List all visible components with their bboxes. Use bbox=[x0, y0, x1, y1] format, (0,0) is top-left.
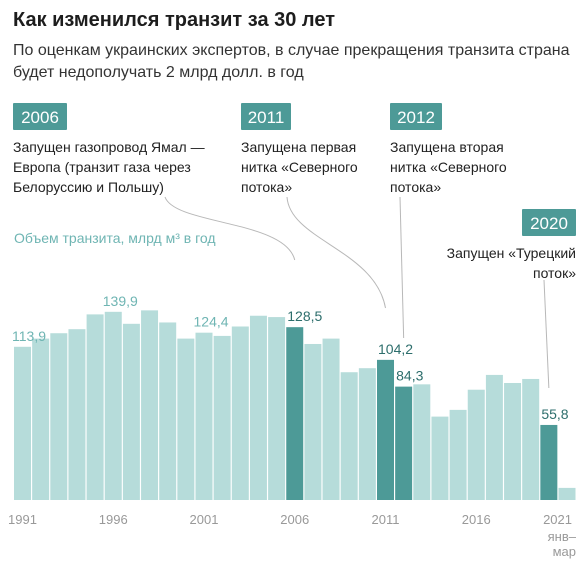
annotation-text-2006: Белоруссию и Польшу) bbox=[13, 179, 164, 195]
value-label-2001: 124,4 bbox=[194, 314, 229, 330]
svg-text:2020: 2020 bbox=[530, 214, 568, 233]
year-badge-2012: 2012 bbox=[390, 103, 442, 130]
svg-text:2006: 2006 bbox=[21, 108, 59, 127]
tick-label-2021: 2021 bbox=[543, 512, 572, 527]
annotation-text-2006: Европа (транзит газа через bbox=[13, 159, 191, 175]
value-label-2006: 128,5 bbox=[287, 308, 322, 324]
bar-2020 bbox=[540, 424, 558, 500]
bar-2015 bbox=[449, 409, 467, 500]
bar-2019 bbox=[522, 378, 540, 500]
bar-1996 bbox=[104, 311, 122, 500]
bar-2004 bbox=[249, 315, 267, 500]
value-label-2020: 55,8 bbox=[541, 406, 568, 422]
tick-label-2016: 2016 bbox=[462, 512, 491, 527]
bar-2008 bbox=[322, 338, 340, 500]
tick-sublabel: мар bbox=[553, 544, 576, 559]
year-badge-2020: 2020 bbox=[522, 209, 576, 236]
annotation-text-2020: Запущен «Турецкий bbox=[447, 245, 576, 261]
leader-line-2011 bbox=[286, 196, 386, 309]
annotation-text-2012: потока» bbox=[390, 179, 441, 195]
bar-1995 bbox=[86, 314, 104, 500]
bar-2012 bbox=[395, 386, 413, 500]
annotation-text-2012: Запущена вторая bbox=[390, 139, 504, 155]
bar-2005 bbox=[268, 317, 286, 500]
svg-text:2012: 2012 bbox=[397, 108, 435, 127]
annotation-text-2011: нитка «Северного bbox=[241, 159, 358, 175]
bar-2021 bbox=[558, 487, 576, 500]
bar-2003 bbox=[231, 326, 249, 500]
tick-label-1996: 1996 bbox=[99, 512, 128, 527]
annotation-text-2012: нитка «Северного bbox=[390, 159, 507, 175]
bar-1997 bbox=[122, 323, 140, 500]
bar-2006 bbox=[286, 327, 304, 500]
year-badge-2006: 2006 bbox=[13, 103, 67, 130]
bar-2013 bbox=[413, 384, 431, 500]
bar-1998 bbox=[141, 310, 159, 501]
tick-label-2011: 2011 bbox=[372, 512, 400, 527]
bar-1991 bbox=[14, 346, 31, 500]
annotation-text-2011: Запущена первая bbox=[241, 139, 356, 155]
bar-2017 bbox=[485, 374, 503, 500]
svg-text:2011: 2011 bbox=[248, 108, 285, 127]
leader-line-2006 bbox=[164, 196, 296, 261]
leader-line-2020 bbox=[543, 279, 550, 389]
value-label-2012: 84,3 bbox=[396, 368, 423, 384]
bar-2018 bbox=[504, 382, 522, 501]
bar-2010 bbox=[358, 368, 376, 500]
tick-label-1991: 1991 bbox=[8, 512, 37, 527]
bar-1994 bbox=[68, 329, 86, 500]
bar-1999 bbox=[159, 322, 177, 500]
y-axis-label: Объем транзита, млрд м³ в год bbox=[14, 230, 216, 246]
value-label-1991: 113,9 bbox=[12, 328, 46, 344]
bar-2002 bbox=[213, 335, 231, 500]
value-label-1996: 139,9 bbox=[103, 293, 138, 309]
bar-1993 bbox=[50, 333, 68, 500]
bar-2011 bbox=[377, 359, 394, 500]
tick-label-2006: 2006 bbox=[280, 512, 309, 527]
leader-line-2012 bbox=[399, 196, 405, 339]
chart-title: Как изменился транзит за 30 лет bbox=[13, 9, 336, 31]
bar-2014 bbox=[431, 416, 449, 500]
bar-2016 bbox=[467, 389, 485, 500]
bar-2001 bbox=[195, 332, 213, 500]
bar-1992 bbox=[32, 338, 50, 500]
bar-2000 bbox=[177, 338, 195, 500]
annotation-text-2006: Запущен газопровод Ямал — bbox=[13, 139, 205, 155]
bar-2007 bbox=[304, 343, 322, 500]
year-badge-2011: 2011 bbox=[241, 103, 291, 130]
value-label-2011: 104,2 bbox=[378, 341, 413, 357]
tick-label-2001: 2001 bbox=[190, 512, 219, 527]
tick-sublabel: янв– bbox=[548, 529, 577, 544]
annotation-text-2011: потока» bbox=[241, 179, 292, 195]
annotation-text-2020: поток» bbox=[533, 265, 576, 281]
bar-2009 bbox=[340, 372, 358, 500]
chart-subtitle: По оценкам украинских экспертов, в случа… bbox=[13, 42, 570, 81]
